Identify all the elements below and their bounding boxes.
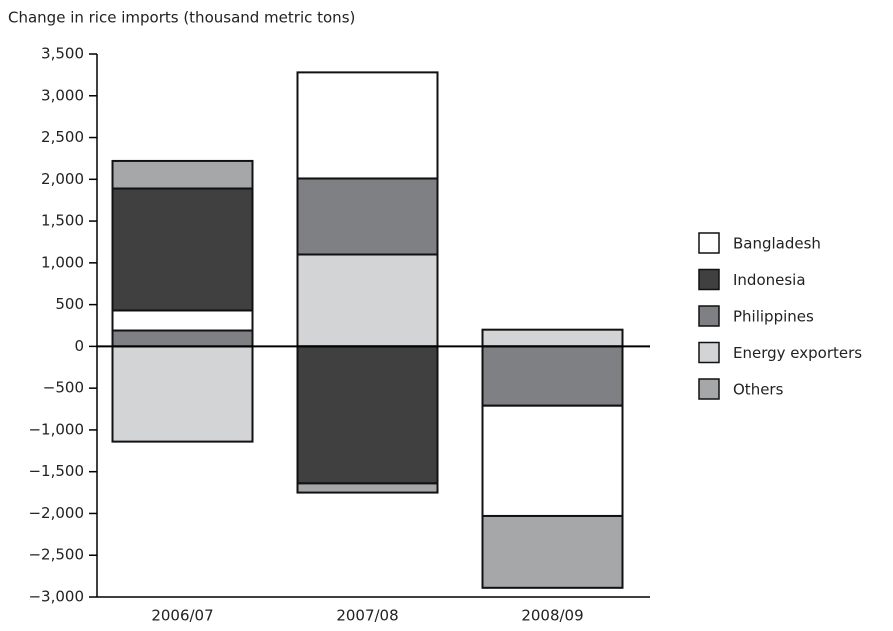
bar-segment [111, 345, 254, 443]
legend-label: Others [733, 381, 784, 399]
legend-label: Energy exporters [733, 344, 862, 362]
bar-segment [296, 482, 439, 494]
bar-segment [296, 177, 439, 256]
x-tick-label: 2007/08 [336, 607, 398, 625]
bar-segment [111, 159, 254, 190]
legend-swatch [698, 378, 720, 400]
bar-segment [481, 345, 624, 407]
x-tick-label: 2006/07 [151, 607, 213, 625]
legend-label: Indonesia [733, 271, 806, 289]
y-tick-label: −500 [43, 379, 84, 397]
y-tick-label: −3,000 [28, 588, 84, 606]
y-tick-label: 2,500 [41, 128, 84, 146]
y-tick-label: 3,500 [41, 45, 84, 63]
chart-title: Change in rice imports (thousand metric … [8, 9, 355, 27]
legend-label: Philippines [733, 308, 814, 326]
legend-swatch [698, 232, 720, 254]
bar-segment [296, 345, 439, 485]
y-tick-label: −2,500 [28, 546, 84, 564]
y-tick-label: −1,000 [28, 420, 84, 438]
bar-segment [481, 404, 624, 517]
bar-segment [111, 187, 254, 312]
y-tick-label: 1,500 [41, 212, 84, 230]
bar-segment [111, 329, 254, 348]
y-tick-label: −1,500 [28, 462, 84, 480]
legend-swatch [698, 305, 720, 327]
legend-label: Bangladesh [733, 235, 821, 253]
bar-segment [481, 328, 624, 348]
bar-segment [296, 253, 439, 348]
legend-swatch [698, 268, 720, 291]
y-tick-label: 2,000 [41, 170, 84, 188]
legend-swatch [698, 341, 720, 364]
y-tick-label: 500 [55, 295, 84, 313]
y-tick-label: 3,000 [41, 86, 84, 104]
bar-segment [111, 309, 254, 332]
y-tick-label: −2,000 [28, 504, 84, 522]
y-tick-label: 1,000 [41, 253, 84, 271]
x-tick-label: 2008/09 [521, 607, 583, 625]
bar-segment [296, 71, 439, 180]
y-tick-label: 0 [74, 337, 84, 355]
bar-segment [481, 514, 624, 589]
